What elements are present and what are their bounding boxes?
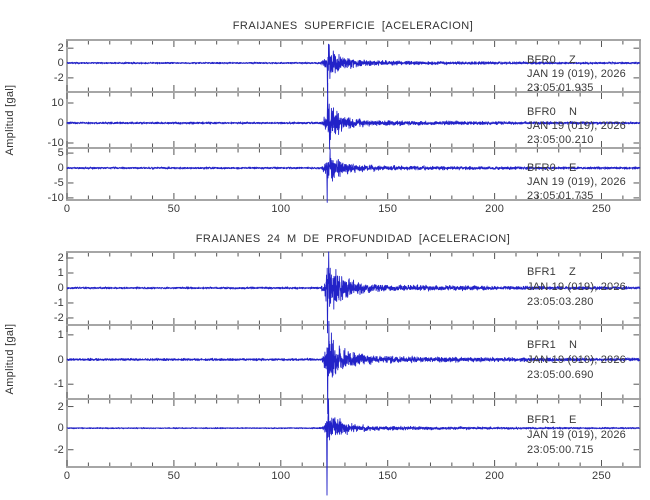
waveform-bfr0-e — [66, 148, 641, 203]
waveform-bfr0-z — [66, 43, 641, 94]
x-tick-label: 200 — [485, 470, 505, 482]
x-tick-label: 200 — [485, 203, 505, 215]
trace-label-station: BFR0 Z — [527, 54, 576, 66]
x-tick-label: 50 — [167, 470, 181, 482]
trace-label-station: BFR0 E — [527, 162, 577, 174]
x-tick-label: 100 — [271, 203, 291, 215]
x-tick-label: 0 — [63, 203, 71, 215]
y-tick-label: 0 — [57, 281, 64, 294]
y-tick-label: 0 — [57, 422, 64, 435]
trace-label-date: JAN 19 (019), 2026 — [527, 281, 626, 293]
trace-label-station: BFR0 N — [527, 106, 578, 118]
x-tick-label: 150 — [378, 470, 398, 482]
trace-label-date: JAN 19 (019), 2026 — [527, 354, 626, 366]
y-axis-label-top: Amplitud [gal] — [4, 84, 16, 156]
waveform-bfr1-n — [66, 320, 641, 415]
x-tick-label: 0 — [63, 470, 71, 482]
y-tick-label: 5 — [57, 147, 64, 160]
x-tick-label: 150 — [378, 203, 398, 215]
trace-label-time: 23:05:01.735 — [527, 190, 594, 202]
trace-label-station: BFR1 E — [527, 414, 577, 426]
panel-title-profundidad: FRAIJANES 24 M DE PROFUNDIDAD [ACELERACI… — [195, 233, 511, 245]
y-tick-label: 1 — [57, 328, 64, 341]
y-tick-label: 0 — [57, 353, 64, 366]
y-tick-label: -1 — [53, 296, 64, 309]
trace-label-date: JAN 19 (019), 2026 — [527, 120, 626, 132]
y-tick-label: 2 — [57, 400, 64, 413]
trace-label-station: BFR1 N — [527, 339, 578, 351]
y-tick-label: 2 — [57, 251, 64, 264]
x-tick-label: 250 — [592, 203, 611, 215]
y-tick-label: -5 — [53, 176, 64, 189]
trace-label-time: 23:05:00.690 — [527, 369, 594, 381]
trace-label-date: JAN 19 (019), 2026 — [527, 68, 626, 80]
y-tick-label: 0 — [57, 117, 64, 129]
x-tick-label: 100 — [271, 470, 291, 482]
waveform-bfr1-z — [66, 251, 641, 334]
trace-label-time: 23:05:03.280 — [527, 296, 594, 308]
y-axis-label-bottom: Amplitud [gal] — [4, 323, 16, 395]
y-tick-label: -10 — [47, 137, 64, 149]
trace-label-time: 23:05:01.935 — [527, 82, 594, 94]
y-tick-label: -1 — [53, 378, 64, 391]
y-tick-label: 0 — [57, 162, 64, 175]
trace-label-time: 23:05:00.715 — [527, 444, 594, 456]
trace-label-date: JAN 19 (019), 2026 — [527, 176, 626, 188]
y-tick-label: 10 — [51, 97, 64, 109]
y-tick-label: 1 — [57, 266, 64, 279]
y-tick-label: -2 — [53, 311, 64, 324]
y-tick-label: 0 — [57, 57, 64, 70]
y-tick-label: -2 — [53, 71, 64, 84]
x-tick-label: 50 — [167, 203, 181, 215]
y-tick-label: -10 — [47, 191, 64, 204]
trace-label-date: JAN 19 (019), 2026 — [527, 429, 626, 441]
waveform-bfr1-e — [66, 398, 641, 496]
x-tick-label: 250 — [592, 470, 611, 482]
y-tick-label: -2 — [53, 443, 64, 456]
trace-label-station: BFR1 Z — [527, 266, 576, 278]
waveform-bfr0-n — [66, 82, 641, 150]
y-tick-label: 2 — [57, 42, 64, 55]
trace-label-time: 23:05:00.210 — [527, 134, 594, 146]
panel-title-superficie: FRAIJANES SUPERFICIE [ACELERACION] — [232, 20, 474, 32]
